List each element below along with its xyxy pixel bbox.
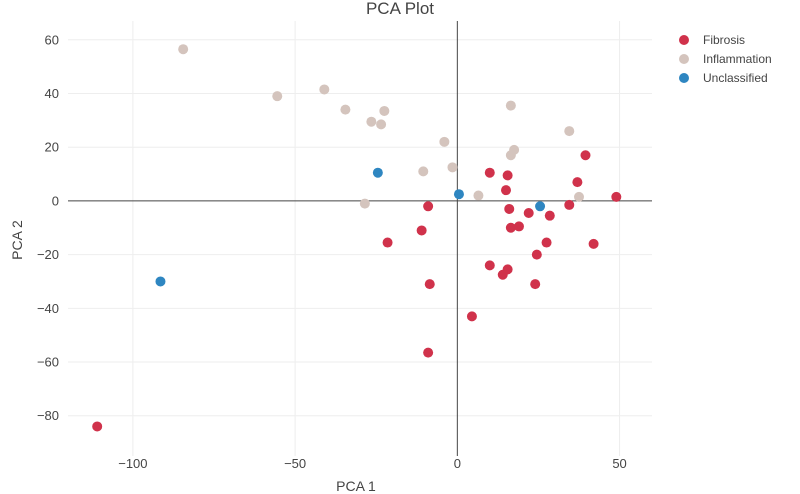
y-tick-label: 20 [45,140,59,155]
unclassified-point [535,201,546,212]
y-tick-label: 60 [45,32,59,47]
y-tick-label: −60 [37,355,59,370]
data-points [92,44,622,432]
y-tick-label: 0 [52,193,59,208]
legend: Fibrosis Inflammation Unclassified [679,33,772,85]
fibrosis-point [523,207,534,218]
inflammation-point [376,119,387,130]
inflammation-point [509,144,520,155]
fibrosis-point [92,421,103,432]
fibrosis-point [531,249,542,260]
fibrosis-point [502,170,513,181]
x-tick-label: 0 [454,456,461,471]
fibrosis-legend-label: Fibrosis [703,33,745,47]
y-tick-label: −20 [37,247,59,262]
fibrosis-legend-marker [679,35,689,45]
inflammation-point [340,104,351,115]
fibrosis-point [416,225,427,236]
inflammation-point [418,166,429,177]
fibrosis-point [423,201,434,212]
fibrosis-point [466,311,477,322]
inflammation-point [505,100,516,111]
inflammation-legend-label: Inflammation [703,52,772,66]
fibrosis-point [423,347,434,358]
x-tick-label: −100 [118,456,147,471]
unclassified-legend-marker [679,73,689,83]
inflammation-point [366,116,377,127]
y-tick-labels: −80 −60 −40 −20 0 20 40 60 [37,32,59,423]
unclassified-point [155,276,166,287]
inflammation-point [359,198,370,209]
x-axis-title: PCA 1 [336,478,376,494]
fibrosis-point [484,260,495,271]
fibrosis-point [504,203,515,214]
inflammation-point [473,190,484,201]
inflammation-point [439,136,450,147]
fibrosis-point [530,279,541,290]
fibrosis-point [424,279,435,290]
fibrosis-point [382,237,393,248]
y-tick-label: −80 [37,408,59,423]
inflammation-point [564,126,575,137]
unclassified-legend-label: Unclassified [703,71,768,85]
inflammation-point [379,105,390,116]
unclassified-point [453,189,464,200]
fibrosis-point [564,199,575,210]
x-tick-label: 50 [612,456,626,471]
inflammation-legend-marker [679,54,689,64]
y-tick-label: 40 [45,86,59,101]
inflammation-point [447,162,458,173]
fibrosis-point [501,185,511,196]
fibrosis-point [502,264,513,275]
unclassified-point [372,167,383,178]
fibrosis-point [572,177,583,188]
x-tick-label: −50 [284,456,306,471]
y-tick-label: −40 [37,301,59,316]
inflammation-point [319,84,330,95]
fibrosis-point [544,210,555,221]
zero-lines [68,21,652,456]
inflammation-point [574,191,584,202]
fibrosis-point [611,191,622,202]
x-tick-labels: −100 −50 0 50 [118,456,627,471]
fibrosis-point [484,167,495,178]
chart-title: PCA Plot [366,0,434,18]
y-axis-title: PCA 2 [9,220,25,260]
inflammation-point [178,44,189,55]
fibrosis-point [505,222,516,233]
fibrosis-point [580,150,591,161]
grid-lines [68,21,652,456]
fibrosis-point [513,221,524,232]
fibrosis-point [588,238,599,249]
inflammation-point [272,91,283,102]
fibrosis-point [541,237,552,248]
